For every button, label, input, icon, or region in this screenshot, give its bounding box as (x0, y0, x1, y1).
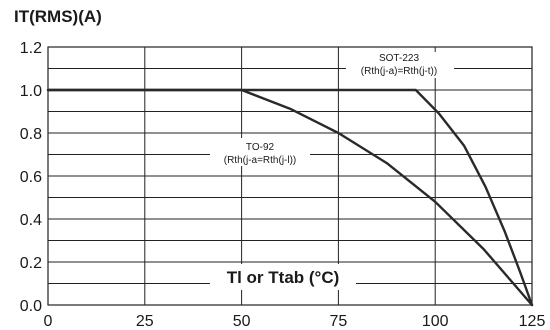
x-tick-label: 125 (519, 313, 546, 330)
y-tick-label: 1.0 (20, 83, 42, 100)
x-tick-labels: 0 25 50 75 100 125 (44, 313, 546, 330)
x-tick-label: 75 (330, 313, 348, 330)
x-tick-label: 0 (44, 313, 53, 330)
annotation-sot223-title: SOT-223 (379, 53, 419, 64)
y-tick-label: 0.0 (20, 298, 42, 315)
y-tick-label: 0.6 (20, 169, 42, 186)
horizontal-gridlines (48, 68, 532, 284)
y-tick-label: 0.8 (20, 126, 42, 143)
annotation-to92-bg (210, 138, 310, 166)
x-tick-label: 50 (233, 313, 251, 330)
x-axis-label-bg (210, 264, 356, 290)
series-lines (46, 88, 534, 307)
y-axis-label: IT(RMS)(A) (14, 7, 102, 26)
y-tick-label: 1.2 (20, 40, 42, 57)
annotation-sot223-rth: (Rth(j-a)=Rth(j-t)) (361, 66, 437, 77)
y-tick-labels: 0.0 0.2 0.4 0.6 0.8 1.0 1.2 (20, 40, 42, 315)
annotation-to92-rth: (Rth(j-a=Rth(j-l)) (224, 155, 297, 166)
y-tick-label: 0.2 (20, 255, 42, 272)
x-tick-label: 25 (136, 313, 154, 330)
series-line-0 (46, 88, 534, 307)
y-tick-label: 0.4 (20, 212, 42, 229)
annotation-to92-title: TO-92 (246, 142, 275, 153)
annotation-to92: TO-92 (Rth(j-a=Rth(j-l)) (210, 138, 310, 166)
annotation-sot223-bg (346, 52, 454, 78)
annotation-sot223: SOT-223 (Rth(j-a)=Rth(j-t)) (346, 52, 454, 78)
series-line-1 (46, 88, 534, 307)
x-tick-label: 100 (422, 313, 449, 330)
x-axis-label: Tl or Ttab (°C) (227, 268, 340, 287)
